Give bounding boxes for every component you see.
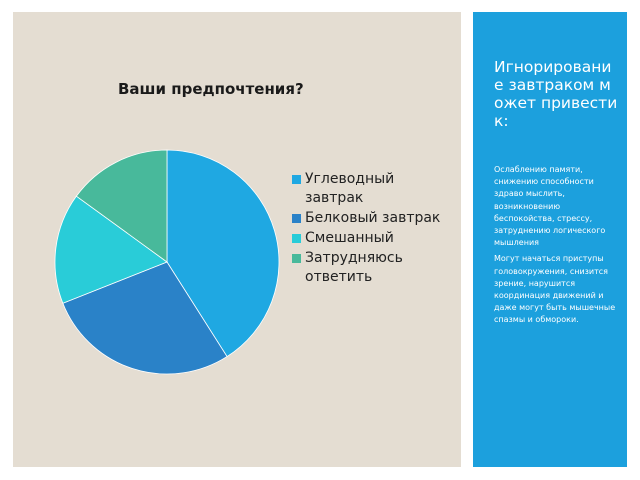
sidebar-paragraph: Ослаблению памяти, снижению способности …: [494, 165, 606, 248]
sidebar-body: Ослаблению памяти, снижению способности …: [494, 164, 620, 331]
chart-legend: Углеводный завтрак Белковый завтрак Смеш…: [292, 170, 442, 288]
legend-item: Смешанный: [292, 229, 442, 248]
sidebar-panel: [473, 12, 627, 467]
legend-swatch: [292, 234, 301, 243]
pie-slice: [62, 261, 228, 375]
sidebar-paragraph: Могут начаться приступы головокружения, …: [494, 254, 616, 325]
legend-label: Смешанный: [305, 230, 394, 246]
pie-slice: [75, 149, 168, 263]
legend-swatch: [292, 254, 301, 263]
legend-label: Углеводный завтрак: [305, 171, 395, 206]
legend-item: Белковый завтрак: [292, 209, 442, 228]
pie-slice: [54, 195, 168, 304]
chart-title: Ваши предпочтения?: [118, 80, 304, 98]
legend-swatch: [292, 175, 301, 184]
pie-slice: [166, 149, 280, 358]
legend-swatch: [292, 214, 301, 223]
legend-label: Белковый завтрак: [305, 210, 441, 226]
sidebar-heading: Игнорирование завтраком может привести к…: [494, 58, 618, 130]
legend-item: Затрудняюсь ответить: [292, 249, 442, 287]
legend-label: Затрудняюсь ответить: [305, 250, 403, 285]
legend-item: Углеводный завтрак: [292, 170, 442, 208]
